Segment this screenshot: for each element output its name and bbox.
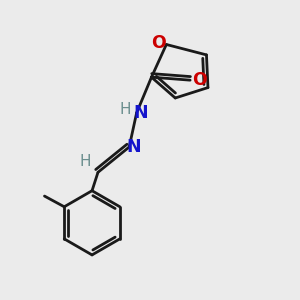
Text: O: O: [151, 34, 165, 52]
Text: N: N: [133, 104, 148, 122]
Text: H: H: [120, 102, 131, 117]
Text: H: H: [80, 154, 91, 169]
Text: N: N: [126, 138, 141, 156]
Text: O: O: [192, 71, 207, 89]
